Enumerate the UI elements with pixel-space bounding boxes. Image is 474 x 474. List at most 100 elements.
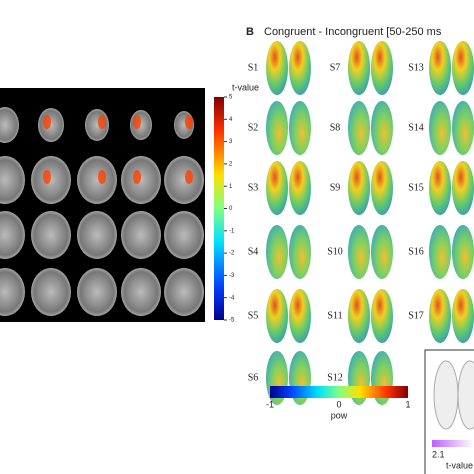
hemisphere <box>289 225 311 279</box>
hemisphere <box>429 289 451 343</box>
activation <box>133 115 141 129</box>
mri-slice <box>130 110 152 140</box>
subject-label: S11 <box>327 310 342 321</box>
activation <box>43 115 51 129</box>
tick-label: -1 <box>229 228 235 234</box>
subject-label: S7 <box>330 62 341 73</box>
hemisphere <box>348 225 370 279</box>
tick-label: 2 <box>229 161 233 167</box>
t-colorbar <box>214 97 224 320</box>
activation <box>185 115 193 129</box>
mri-slice <box>31 268 71 316</box>
activation <box>43 170 51 184</box>
mri-slice <box>164 268 204 316</box>
hemisphere <box>429 225 451 279</box>
hemisphere <box>266 161 288 215</box>
tick-label: 1 <box>229 184 233 190</box>
tick-label: 3 <box>229 139 233 145</box>
mri-slice <box>0 268 25 316</box>
mri-slice <box>121 211 161 259</box>
subject-label: S13 <box>408 62 424 73</box>
subject-label: S10 <box>327 246 343 257</box>
colorbar-label: t-value <box>232 82 259 92</box>
activation <box>133 170 141 184</box>
subject-label: S14 <box>408 122 424 133</box>
subject-label: S17 <box>408 310 424 321</box>
subject-label: S3 <box>248 182 259 193</box>
hemisphere <box>371 101 393 155</box>
hemisphere <box>371 41 393 95</box>
tick-label: 1 <box>405 399 410 409</box>
mri-slice <box>77 268 117 316</box>
mri-slice <box>38 108 64 142</box>
hemisphere <box>429 161 451 215</box>
pow-colorbar <box>270 386 408 398</box>
tick-label: 0 <box>229 206 233 212</box>
mri-slice <box>31 211 71 259</box>
activation <box>98 170 106 184</box>
subject-label: S6 <box>248 372 259 383</box>
hemisphere <box>371 225 393 279</box>
hemisphere <box>289 289 311 343</box>
hemisphere <box>266 289 288 343</box>
panel-label: B <box>246 26 254 38</box>
mri-slice <box>31 156 71 204</box>
inset-brain <box>457 360 474 430</box>
hemisphere <box>289 101 311 155</box>
hemisphere <box>348 161 370 215</box>
hemisphere <box>266 101 288 155</box>
subject-label: S1 <box>248 62 259 73</box>
activation <box>98 115 106 129</box>
tick-label: -1 <box>266 399 274 409</box>
subject-label: S8 <box>330 122 341 133</box>
subject-label: S5 <box>248 310 259 321</box>
hemisphere <box>452 161 474 215</box>
hemisphere <box>452 289 474 343</box>
mri-slice <box>0 107 19 143</box>
tick-label: 5 <box>229 95 233 101</box>
mri-slice <box>121 156 161 204</box>
hemisphere <box>348 41 370 95</box>
subject-label: S4 <box>248 246 259 257</box>
hemisphere <box>289 41 311 95</box>
hemisphere <box>452 41 474 95</box>
mri-slice <box>164 211 204 259</box>
inset-colorbar <box>432 440 474 447</box>
hemisphere <box>348 101 370 155</box>
activation <box>185 170 193 184</box>
hemisphere <box>289 161 311 215</box>
tick-label: -2 <box>229 251 235 257</box>
hemisphere <box>371 289 393 343</box>
tick-label: -3 <box>229 273 235 279</box>
hemisphere <box>429 41 451 95</box>
mri-slices <box>0 107 204 316</box>
panel-title: Congruent - Incongruent [50-250 ms <box>264 26 442 38</box>
tick-label: -4 <box>229 295 235 301</box>
mri-slice <box>77 211 117 259</box>
subject-label: S9 <box>330 182 341 193</box>
tick-label: -5 <box>229 318 235 324</box>
mri-slice <box>0 156 25 204</box>
hemisphere <box>266 225 288 279</box>
mri-slice <box>77 156 117 204</box>
subject-label: S16 <box>408 246 424 257</box>
hemisphere <box>348 289 370 343</box>
mri-slice <box>0 211 25 259</box>
tick-label: 4 <box>229 117 233 123</box>
inset-brain <box>433 360 459 430</box>
hemisphere <box>429 101 451 155</box>
inset-label: t-value <box>446 460 473 470</box>
inset-min-label: 2.1 <box>432 449 445 459</box>
hemisphere <box>371 161 393 215</box>
mri-slice <box>164 156 204 204</box>
hemisphere <box>452 225 474 279</box>
hemisphere <box>452 101 474 155</box>
tick-label: 0 <box>336 399 341 409</box>
subject-label: S2 <box>248 122 259 133</box>
mri-slice <box>121 268 161 316</box>
colorbar-label: pow <box>331 410 348 420</box>
hemisphere <box>266 41 288 95</box>
subject-label: S12 <box>327 372 343 383</box>
subject-label: S15 <box>408 182 424 193</box>
